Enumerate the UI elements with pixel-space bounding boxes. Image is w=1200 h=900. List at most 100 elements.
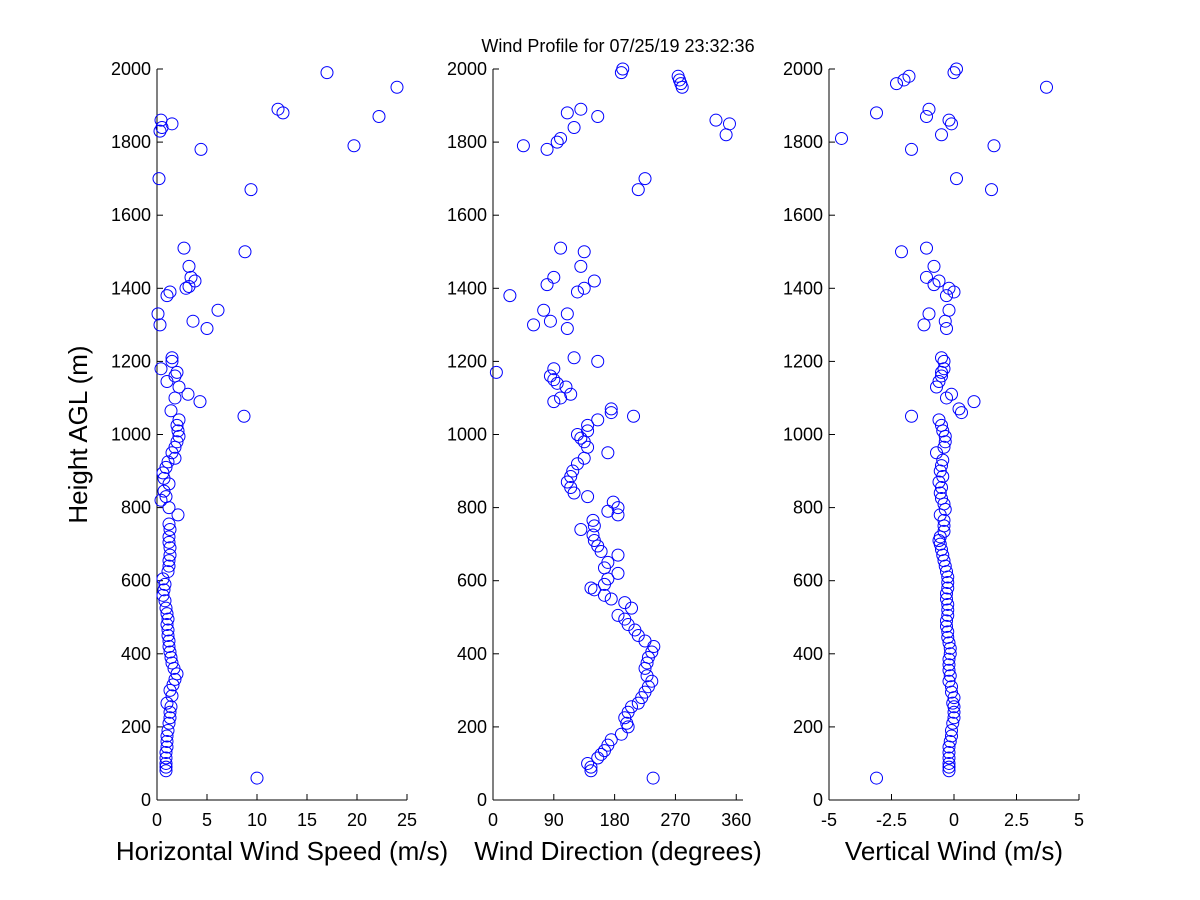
speed-data-point <box>159 460 173 474</box>
speed-y-tick-label: 2000 <box>111 59 151 79</box>
speed-data-point <box>153 124 167 138</box>
direction-data-point <box>527 318 541 332</box>
direction-data-point <box>574 102 588 116</box>
vertical-data-point <box>920 270 933 284</box>
speed-data-point <box>162 634 176 648</box>
vertical-data-point <box>895 245 908 259</box>
vertical-data-point <box>937 354 951 368</box>
speed-y-tick-label: 1600 <box>111 205 151 225</box>
direction-data-point <box>611 608 625 622</box>
speed-data-point <box>160 607 174 621</box>
vertical-y-tick-label: 1800 <box>783 132 823 152</box>
vertical-data-point <box>935 418 948 432</box>
speed-data-point <box>250 771 264 785</box>
speed-data-point <box>156 588 170 602</box>
speed-data-point <box>161 623 175 637</box>
vertical-data-point <box>941 603 955 617</box>
direction-data-point <box>537 303 551 317</box>
vertical-data-point <box>942 652 956 666</box>
vertical-data-point <box>935 491 948 505</box>
speed-y-tick-label: 1800 <box>111 132 151 152</box>
vertical-data-point <box>1040 80 1053 94</box>
vertical-data-point <box>930 380 943 394</box>
direction-data-point <box>516 139 530 153</box>
speed-x-tick-label: 5 <box>202 810 212 830</box>
direction-data-point <box>566 464 580 478</box>
direction-x-tick-label: 360 <box>721 810 751 830</box>
vertical-data-point <box>937 524 951 538</box>
speed-x-tick-label: 15 <box>297 810 317 830</box>
direction-data-point <box>709 113 723 127</box>
vertical-data-point <box>937 519 951 533</box>
direction-data-point <box>618 596 632 610</box>
speed-data-point <box>162 517 176 531</box>
speed-data-point <box>211 303 225 317</box>
vertical-data-point <box>920 241 933 255</box>
vertical-data-point <box>935 128 948 142</box>
speed-data-point <box>238 245 252 259</box>
vertical-data-point <box>941 581 955 595</box>
speed-data-point <box>181 387 195 401</box>
direction-y-tick-label: 1600 <box>447 205 487 225</box>
speed-data-point <box>237 409 251 423</box>
direction-data-point <box>601 555 615 569</box>
speed-data-point <box>170 418 184 432</box>
speed-data-point <box>161 565 175 579</box>
speed-y-tick-label: 1400 <box>111 278 151 298</box>
vertical-data-point <box>935 459 948 473</box>
direction-data-point <box>587 533 601 547</box>
vertical-data-point <box>942 636 956 650</box>
direction-data-point <box>601 446 615 460</box>
speed-data-point <box>160 375 174 389</box>
speed-data-point <box>390 80 404 94</box>
vertical-data-point <box>950 62 963 76</box>
speed-data-point <box>155 120 169 134</box>
vertical-data-point <box>938 314 952 328</box>
speed-x-tick-label: 10 <box>247 810 267 830</box>
vertical-panel: 0 200 400 600 800 1000 1200 1400 1600 1800 2000 -5 -… <box>783 59 1084 866</box>
direction-y-tick-label: 400 <box>457 644 487 664</box>
speed-data-point <box>186 314 200 328</box>
direction-data-point <box>560 322 574 336</box>
speed-data-point <box>158 577 172 591</box>
direction-data-point <box>719 128 733 142</box>
speed-data-point <box>160 696 174 710</box>
vertical-data-point <box>835 131 848 145</box>
speed-x-tick-label: 0 <box>152 810 162 830</box>
vertical-data-point <box>902 69 916 83</box>
speed-data-point <box>162 501 176 515</box>
vertical-data-point <box>937 440 951 454</box>
vertical-data-point <box>922 102 936 116</box>
speed-data-point <box>347 139 361 153</box>
direction-data-point <box>550 135 564 149</box>
y-axis-label: Height AGL (m) <box>63 345 93 523</box>
direction-data-point <box>547 270 561 284</box>
vertical-data-point <box>942 663 956 677</box>
direction-data-point <box>614 727 628 741</box>
speed-y-tick-label: 1200 <box>111 351 151 371</box>
speed-data-point <box>372 110 386 124</box>
vertical-data-point <box>942 674 956 688</box>
direction-data-point <box>547 395 561 409</box>
speed-data-point <box>320 66 334 80</box>
vertical-data-point <box>942 760 956 774</box>
speed-data-point <box>154 362 168 376</box>
direction-data-point <box>587 519 601 533</box>
direction-data-point <box>640 669 654 683</box>
speed-data-point <box>163 285 177 299</box>
vertical-data-point <box>940 619 953 633</box>
direction-data-point <box>574 431 588 445</box>
speed-data-point <box>193 395 207 409</box>
direction-data-point <box>587 274 601 288</box>
vertical-data-point <box>941 608 955 622</box>
speed-data-point <box>271 102 285 116</box>
direction-data-point <box>604 592 618 606</box>
vertical-x-tick-label: 0 <box>949 810 959 830</box>
speed-data-point <box>159 601 173 615</box>
speed-data-point <box>161 455 175 469</box>
direction-data-point <box>584 764 598 778</box>
speed-data-point <box>171 508 185 522</box>
vertical-y-tick-label: 1600 <box>783 205 823 225</box>
speed-data-point <box>163 523 177 537</box>
